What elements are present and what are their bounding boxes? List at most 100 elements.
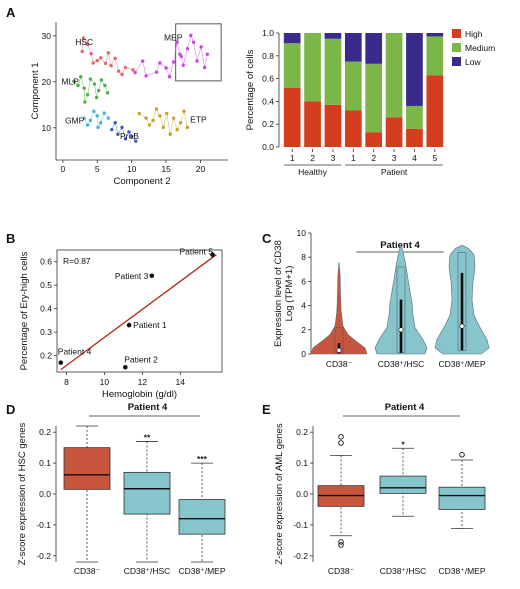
violin-outer-box bbox=[334, 327, 344, 354]
y-axis-label: Z-score expression of AML genes bbox=[274, 423, 285, 564]
x-tick-label: 1 bbox=[351, 153, 356, 163]
trajectory-scatter-plot: 0 5 10 15 20 10 20 30 Component 2 Component 1 HSC M… bbox=[30, 22, 228, 187]
patient-point bbox=[58, 360, 64, 365]
cell-point bbox=[123, 65, 128, 70]
x-tick-label: 14 bbox=[176, 377, 186, 387]
cell-point bbox=[85, 123, 90, 127]
x-tick-label: CD38⁺/HSC bbox=[378, 359, 425, 369]
cell-point bbox=[83, 100, 87, 104]
hsc-boxplot: -0.2 -0.1 0.0 0.1 0.2 Z-score expression of H… bbox=[17, 402, 226, 576]
stacked-bar-chart: 0.0 0.2 0.4 0.6 0.8 1.0 Percentage of cells 1 2 3… bbox=[245, 28, 495, 177]
patient-point bbox=[122, 365, 128, 370]
cell-point bbox=[82, 116, 86, 120]
cell-point bbox=[158, 114, 162, 118]
panel-letter-a: A bbox=[6, 5, 16, 20]
stacked-bar-segment bbox=[385, 33, 403, 118]
panel-letter-b: B bbox=[6, 231, 15, 246]
y-tick-label: 0.1 bbox=[296, 458, 308, 468]
cell-point bbox=[120, 72, 124, 77]
group-label: Patient bbox=[381, 167, 408, 177]
y-axis-label-secondary: Log (TPM+1) bbox=[284, 266, 295, 322]
cell-point bbox=[165, 111, 169, 116]
x-tick-label: CD38⁻ bbox=[328, 566, 355, 576]
x-tick-label: CD38⁺/MEP bbox=[439, 359, 486, 369]
cell-point bbox=[175, 127, 179, 132]
panel-letter-d: D bbox=[6, 402, 15, 417]
cell-point bbox=[144, 116, 148, 120]
x-tick-label: CD38⁺/MEP bbox=[439, 566, 486, 576]
box-outlier-point bbox=[338, 440, 344, 446]
cluster-label: ETP bbox=[190, 114, 207, 124]
cell-point bbox=[79, 75, 83, 79]
cell-point bbox=[95, 58, 99, 63]
highlight-box bbox=[175, 23, 222, 82]
y-tick-label: 0.2 bbox=[39, 427, 51, 437]
significance-marker: *** bbox=[197, 454, 208, 464]
cell-point bbox=[199, 45, 203, 49]
correlation-scatter-plot: 8 10 12 14 0.2 0.3 0.4 0.5 0.6 Hemoglobin (g/dl) P… bbox=[19, 247, 223, 400]
x-tick-label: 10 bbox=[127, 164, 137, 174]
legend-swatch bbox=[452, 29, 461, 38]
y-tick-label: 0.6 bbox=[262, 74, 274, 84]
cell-point bbox=[185, 125, 190, 130]
cell-point bbox=[164, 66, 168, 70]
x-tick-label: 1 bbox=[290, 153, 295, 163]
cell-point bbox=[175, 40, 179, 44]
cell-point bbox=[85, 92, 90, 97]
x-tick-label: 20 bbox=[196, 164, 206, 174]
cell-point bbox=[182, 109, 186, 113]
y-tick-label: 10 bbox=[42, 123, 52, 133]
box-outlier-point bbox=[338, 434, 344, 440]
cell-point bbox=[82, 86, 86, 90]
patient-point bbox=[210, 252, 215, 257]
cell-point bbox=[99, 56, 103, 60]
violin-shape bbox=[310, 261, 368, 355]
stacked-bar-segment bbox=[426, 33, 444, 37]
cell-point bbox=[191, 40, 196, 44]
x-tick-label: CD38⁺/HSC bbox=[124, 566, 171, 576]
box-body bbox=[438, 486, 486, 510]
x-tick-label: 2 bbox=[310, 153, 315, 163]
legend-swatch bbox=[452, 57, 461, 66]
y-axis-label: Component 1 bbox=[30, 62, 41, 119]
legend-label: High bbox=[465, 29, 483, 39]
cell-point bbox=[99, 78, 104, 82]
panel-letter-c: C bbox=[262, 231, 272, 246]
cell-point bbox=[103, 61, 108, 66]
y-tick-label: 0.5 bbox=[40, 280, 52, 290]
cell-point bbox=[161, 125, 166, 130]
x-tick-label: 2 bbox=[371, 153, 376, 163]
cell-point bbox=[147, 123, 152, 127]
patient-label: Patient 2 bbox=[124, 354, 158, 364]
patient-label: Patient 5 bbox=[180, 247, 214, 257]
patient-point bbox=[149, 273, 155, 279]
y-tick-label: 0.6 bbox=[40, 257, 52, 267]
box-body bbox=[379, 475, 427, 494]
box-body bbox=[123, 471, 171, 515]
x-tick-label: 8 bbox=[64, 377, 69, 387]
patient-label: Patient 3 bbox=[115, 271, 149, 281]
x-tick-label: 10 bbox=[100, 377, 110, 387]
cell-point bbox=[85, 42, 90, 47]
cluster-label: ProB bbox=[120, 131, 139, 141]
stacked-bar-segment bbox=[324, 33, 342, 39]
patient-label: Patient 4 bbox=[58, 347, 92, 357]
stacked-bar-segment bbox=[304, 101, 321, 147]
cell-point bbox=[154, 107, 159, 111]
x-tick-label: CD38⁺/HSC bbox=[380, 566, 427, 576]
y-tick-label: 20 bbox=[42, 77, 52, 87]
x-tick-label: CD38⁻ bbox=[74, 566, 101, 576]
x-axis-label: Hemoglobin (g/dl) bbox=[102, 389, 177, 400]
cell-point bbox=[95, 114, 99, 118]
cell-point bbox=[189, 33, 193, 38]
cell-point bbox=[178, 121, 183, 125]
cluster-label: MEP bbox=[164, 32, 183, 42]
x-tick-label: 5 bbox=[432, 153, 437, 163]
stacked-bar-segment bbox=[365, 63, 383, 133]
cell-point bbox=[116, 69, 121, 73]
aml-boxplot: -0.2 -0.1 0.0 0.1 0.2 Z-score expression of A… bbox=[274, 402, 486, 576]
y-tick-label: 10 bbox=[297, 228, 307, 238]
y-tick-label: 0.0 bbox=[296, 489, 308, 499]
cell-point bbox=[76, 83, 80, 88]
